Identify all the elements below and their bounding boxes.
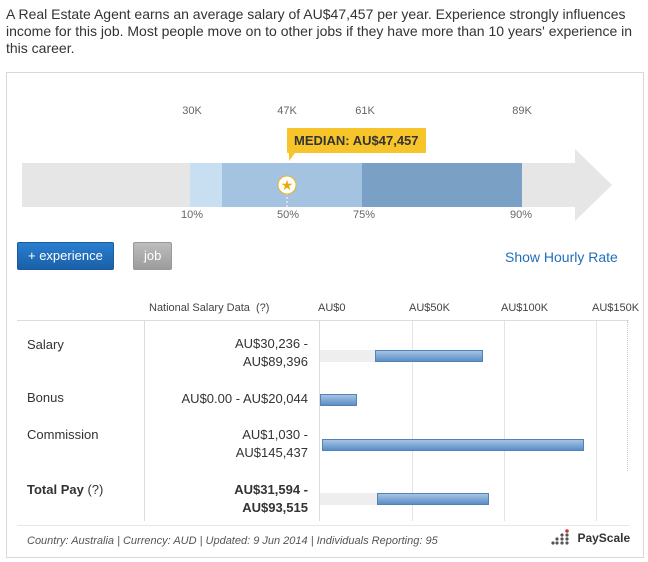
scrollbar-track[interactable] [627,321,628,471]
bonus-bar [320,394,357,406]
grid-line-50k [412,321,413,521]
intro-text: A Real Estate Agent earns an average sal… [6,6,633,56]
grid-line-0 [319,321,320,521]
row-value-bonus: AU$0.00 - AU$20,044 [181,391,308,406]
total-pay-bar [377,493,489,505]
salary-range-arrow: ★ [22,149,612,221]
value-10th: 30K [182,105,202,117]
pct-90: 90% [509,209,533,221]
payscale-logo-icon [551,529,569,545]
row-value-commission: AU$1,030 - AU$145,437 [235,427,308,460]
show-hourly-rate-link[interactable]: Show Hourly Rate [505,249,618,265]
axis-tick-150k: AU$150K [592,302,640,314]
row-label-commission: Commission [27,427,99,442]
footer-divider [17,525,629,526]
column-divider [144,321,145,521]
row-value-total-pay: AU$31,594 - AU$93,515 [234,482,308,515]
table-header-help[interactable]: (?) [255,302,270,314]
footer-meta: Country: Australia | Currency: AUD | Upd… [27,535,438,547]
payscale-logo[interactable]: PayScale [551,528,630,548]
experience-button[interactable]: + experience [17,242,114,270]
value-90th: 89K [512,105,532,117]
commission-bar [322,439,584,451]
grid-line-150k [596,321,597,521]
median-tag-pointer [289,153,301,161]
total-pay-bar-bg [320,493,378,505]
salary-bar-bg [320,350,376,362]
row-label-bonus: Bonus [27,390,64,405]
row-label-total-pay: Total Pay (?) [27,482,104,497]
salary-card: 30K 47K 61K 89K MEDIAN: AU$47,457 ★ 10% … [6,72,644,558]
pct-10: 10% [180,209,204,221]
segment-75-90 [362,163,522,207]
axis-tick-0: AU$0 [318,302,346,314]
job-button[interactable]: job [133,242,173,270]
table-header: National Salary Data (?) [149,302,269,314]
payscale-brand: PayScale [577,531,631,545]
segment-10-25 [190,163,222,207]
value-median: 47K [277,105,297,117]
pct-75: 75% [352,209,376,221]
grid-line-100k [504,321,505,521]
median-star-icon: ★ [281,178,294,194]
table-header-label: National Salary Data [149,302,250,314]
value-75th: 61K [355,105,375,117]
salary-bar [375,350,483,362]
row-label-salary: Salary [27,337,64,352]
header-divider [17,320,629,321]
median-tag: MEDIAN: AU$47,457 [287,128,426,153]
total-pay-help[interactable]: (?) [87,482,104,497]
row-value-salary: AU$30,236 - AU$89,396 [235,336,308,369]
axis-tick-50k: AU$50K [409,302,450,314]
pct-50: 50% [276,209,300,221]
axis-tick-100k: AU$100K [501,302,549,314]
